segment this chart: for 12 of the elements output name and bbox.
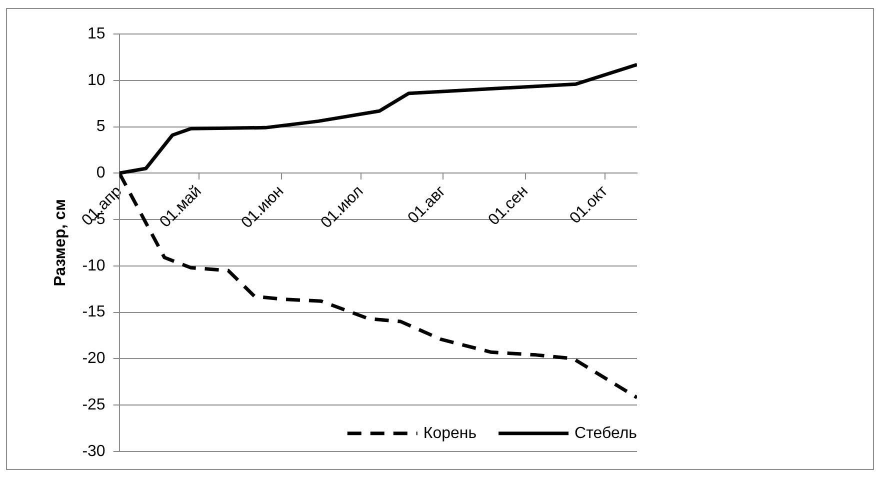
y-tick-label: -10 — [82, 257, 106, 274]
y-tick-label: -20 — [82, 350, 106, 368]
y-tick-label: -25 — [82, 396, 106, 414]
y-tick-label: 15 — [88, 25, 106, 42]
y-tick-label: 0 — [96, 164, 106, 182]
y-axis-title: Размер, см — [52, 199, 70, 286]
y-tick-label: 5 — [96, 118, 106, 136]
y-tick-label: -15 — [82, 304, 106, 321]
legend-label: Корень — [423, 424, 477, 442]
y-tick-label: 10 — [88, 72, 106, 89]
y-tick-label: -30 — [82, 442, 106, 460]
legend-label: Стебель — [574, 424, 638, 442]
